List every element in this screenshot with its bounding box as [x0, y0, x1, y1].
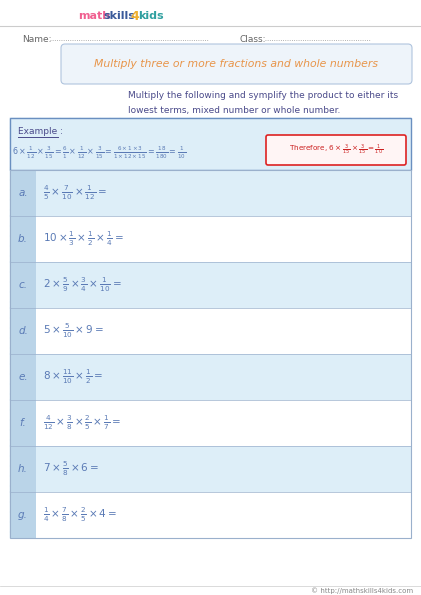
Bar	[10, 170, 411, 538]
Text: $2 \times \frac{5}{9} \times \frac{3}{4} \times \frac{1}{10} =$: $2 \times \frac{5}{9} \times \frac{3}{4}…	[43, 275, 122, 295]
Text: $7 \times \frac{5}{8} \times 6 =$: $7 \times \frac{5}{8} \times 6 =$	[43, 460, 99, 478]
Text: Name:: Name:	[22, 35, 51, 43]
Text: $\frac{4}{12} \times \frac{3}{8} \times \frac{2}{5} \times \frac{1}{7} =$: $\frac{4}{12} \times \frac{3}{8} \times …	[43, 414, 121, 432]
Text: f.: f.	[20, 418, 27, 428]
Text: $\frac{1}{4} \times \frac{7}{8} \times \frac{2}{5} \times 4 =$: $\frac{1}{4} \times \frac{7}{8} \times \…	[43, 506, 117, 524]
FancyBboxPatch shape	[61, 44, 412, 84]
Bar	[10, 170, 36, 216]
Bar	[10, 400, 36, 446]
Text: Multiply three or more fractions and whole numbers: Multiply three or more fractions and who…	[94, 59, 378, 69]
Bar	[10, 118, 411, 170]
Bar	[10, 308, 411, 354]
Text: math: math	[78, 11, 110, 21]
Text: Example :: Example :	[18, 127, 63, 136]
Text: g.: g.	[18, 510, 28, 520]
Text: $5 \times \frac{5}{10} \times 9 =$: $5 \times \frac{5}{10} \times 9 =$	[43, 322, 104, 340]
Bar	[10, 492, 36, 538]
Text: © http://mathskills4kids.com: © http://mathskills4kids.com	[311, 588, 413, 594]
Text: b.: b.	[18, 234, 28, 244]
Text: $8 \times \frac{11}{10} \times \frac{1}{2} =$: $8 \times \frac{11}{10} \times \frac{1}{…	[43, 368, 103, 386]
Text: $10 \times \frac{1}{3} \times \frac{1}{2} \times \frac{1}{4} =$: $10 \times \frac{1}{3} \times \frac{1}{2…	[43, 230, 124, 248]
Bar	[10, 354, 36, 400]
Text: Class:: Class:	[240, 35, 266, 43]
Bar	[10, 170, 411, 216]
Text: kids: kids	[138, 11, 164, 21]
Bar	[10, 446, 411, 492]
Bar	[10, 400, 411, 446]
Text: a.: a.	[18, 188, 28, 198]
Text: $6 \times \frac{1}{12} \times \frac{3}{15} = \frac{6}{1} \times \frac{1}{12} \ti: $6 \times \frac{1}{12} \times \frac{3}{1…	[12, 145, 186, 161]
Text: h.: h.	[18, 464, 28, 474]
Text: c.: c.	[19, 280, 27, 290]
Text: d.: d.	[18, 326, 28, 336]
Bar	[10, 354, 411, 400]
Bar	[10, 216, 411, 262]
Bar	[10, 446, 36, 492]
Text: Therefore, $6 \times \frac{3}{15} \times \frac{3}{15} = \frac{1}{10}$: Therefore, $6 \times \frac{3}{15} \times…	[289, 143, 383, 157]
Bar	[10, 262, 411, 308]
FancyBboxPatch shape	[266, 135, 406, 165]
Text: e.: e.	[18, 372, 28, 382]
Text: skills: skills	[103, 11, 135, 21]
Bar	[10, 308, 36, 354]
Bar	[10, 492, 411, 538]
Bar	[10, 262, 36, 308]
Text: 4: 4	[130, 10, 139, 23]
Text: $\frac{4}{5} \times \frac{7}{10} \times \frac{1}{12} =$: $\frac{4}{5} \times \frac{7}{10} \times …	[43, 184, 107, 202]
Text: Multiply the following and symplify the product to either its
lowest terms, mixe: Multiply the following and symplify the …	[128, 91, 398, 115]
Bar	[10, 216, 36, 262]
